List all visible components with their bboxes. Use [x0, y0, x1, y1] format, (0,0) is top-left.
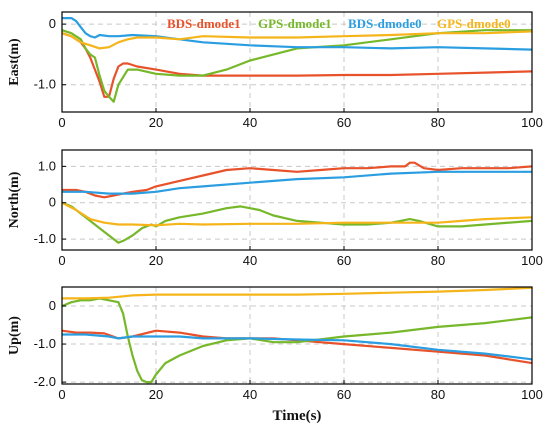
plot-frame [61, 11, 533, 113]
x-tick-label: 20 [149, 253, 163, 268]
legend: BDS-dmode1 GPS-dmode1 BDS-dmode0 GPS-dmode0 [167, 16, 511, 31]
x-tick-label: 0 [58, 253, 65, 268]
series-line-gps-dmode0 [62, 287, 532, 300]
x-tick-label: 40 [243, 115, 257, 130]
y-tick-label: 0 [49, 16, 56, 31]
series-line-bds-dmode1 [62, 161, 532, 199]
series-line-bds-dmode1 [62, 32, 532, 98]
x-tick-label: 20 [149, 115, 163, 130]
plot-frame [61, 286, 533, 385]
x-tick-label: 80 [431, 115, 445, 130]
legend-entry-gps-dmode1: GPS-dmode1 [258, 16, 332, 31]
panel-east: 0 20 40 60 80 100 0 -1.0 East(m) BDS-dmode1 GPS-dm… [7, 11, 543, 130]
x-tick-label: 20 [149, 387, 163, 402]
x-tick-label: 40 [243, 253, 257, 268]
series-line-bds-dmode0 [62, 333, 532, 361]
x-axis-label: Time(s) [273, 408, 322, 424]
y-axis-label: Up(m) [7, 316, 22, 355]
series-line-bds-dmode0 [62, 170, 532, 195]
series-line-gps-dmode1 [62, 201, 532, 244]
x-tick-label: 40 [243, 387, 257, 402]
y-tick-label: 1.0 [38, 158, 56, 173]
x-tick-label: 60 [337, 115, 351, 130]
x-tick-label: 0 [58, 115, 65, 130]
series-line-bds-dmode0 [62, 17, 532, 51]
plot-frame [61, 149, 533, 251]
x-tick-label: 100 [521, 387, 543, 402]
y-tick-label: -2.0 [34, 374, 56, 389]
y-tick-label: -1.0 [34, 231, 56, 246]
series-line-gps-dmode0 [62, 201, 532, 227]
y-tick-label: -1.0 [34, 336, 56, 351]
x-tick-label: 60 [337, 253, 351, 268]
series-line-gps-dmode1 [62, 29, 532, 103]
series-line-gps-dmode0 [62, 30, 532, 50]
y-axis-label: East(m) [7, 38, 22, 86]
legend-entry-bds-dmode1: BDS-dmode1 [167, 16, 241, 31]
legend-entry-gps-dmode0: GPS-dmode0 [437, 16, 511, 31]
x-tick-label: 80 [431, 253, 445, 268]
legend-entry-bds-dmode0: BDS-dmode0 [348, 16, 422, 31]
panel-up: 0 20 40 60 80 100 0 -1.0 -2.0 Up(m) Time(s) [7, 286, 543, 424]
y-tick-label: 0 [49, 195, 56, 210]
y-axis-label: North(m) [7, 171, 22, 228]
x-tick-label: 100 [521, 253, 543, 268]
x-tick-label: 80 [431, 387, 445, 402]
x-tick-label: 100 [521, 115, 543, 130]
y-tick-label: 0 [49, 298, 56, 313]
series-line-gps-dmode1 [62, 297, 532, 384]
x-tick-label: 0 [58, 387, 65, 402]
y-tick-label: -1.0 [34, 77, 56, 92]
x-tick-label: 60 [337, 387, 351, 402]
